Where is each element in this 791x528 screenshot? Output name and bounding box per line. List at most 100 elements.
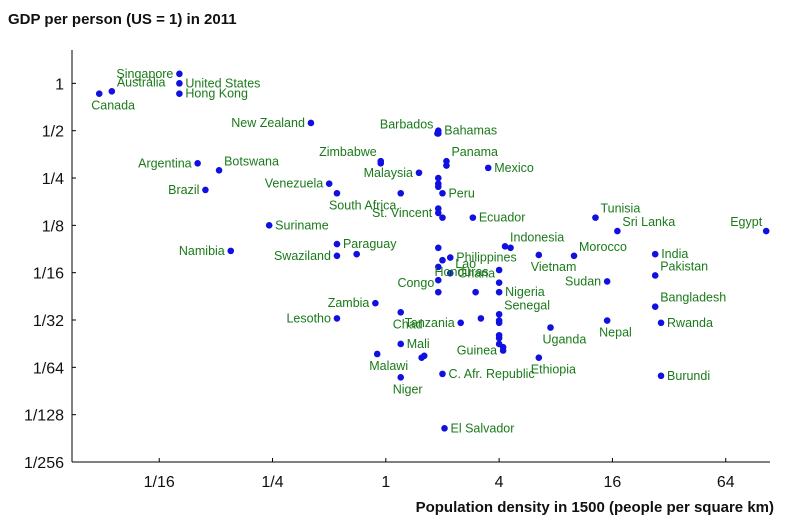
data-point: [499, 347, 507, 354]
point-label: C. Afr. Republic: [448, 367, 534, 381]
y-tick-label: 1/32: [33, 313, 64, 330]
point-label: Ecuador: [479, 211, 526, 225]
point-label: Senegal: [504, 298, 550, 312]
data-point: [333, 240, 341, 248]
point-label: St. Vincent: [372, 206, 433, 220]
point-label: Bangladesh: [660, 291, 726, 305]
point-label: South Africa: [329, 198, 396, 212]
data-point: [651, 303, 659, 310]
data-point: [651, 272, 659, 279]
data-point: [507, 244, 514, 252]
point-label: Morocco: [579, 240, 627, 254]
data-point: [397, 308, 405, 316]
point-label: Egypt: [730, 215, 762, 229]
data-point: [457, 319, 465, 327]
x-tick-label: 1: [381, 474, 390, 491]
data-point: [477, 315, 485, 322]
point-label: Panama: [451, 145, 498, 159]
data-point: [434, 127, 442, 134]
data-point: [484, 164, 492, 172]
point-label: Burundi: [667, 369, 710, 383]
point-label: Botswana: [224, 154, 279, 168]
data-point: [434, 183, 442, 191]
point-label: Singapore: [116, 67, 173, 81]
data-point: [397, 189, 405, 197]
point-label: Peru: [448, 186, 474, 200]
data-point: [535, 354, 543, 361]
point-label: Nigeria: [505, 285, 545, 299]
data-point: [333, 252, 341, 260]
point-label: Paraguay: [343, 237, 397, 251]
point-label: Hong Kong: [185, 87, 248, 101]
point-label: Lesotho: [286, 311, 331, 325]
y-tick-label: 1/8: [42, 218, 64, 235]
point-label: Rwanda: [667, 316, 713, 330]
y-tick-label: 1/256: [24, 455, 64, 472]
data-point: [439, 370, 446, 378]
data-point: [439, 189, 446, 197]
data-point: [614, 227, 621, 235]
data-point: [307, 119, 315, 127]
point-label: Honduras: [434, 265, 488, 279]
data-point: [603, 317, 611, 324]
point-label: Malaysia: [364, 166, 413, 180]
data-point: [570, 252, 578, 260]
point-label: Mexico: [494, 161, 534, 175]
data-point: [373, 350, 381, 358]
point-label: Venezuela: [265, 177, 323, 191]
y-tick-label: 1/2: [42, 124, 64, 141]
chart-title: GDP per person (US = 1) in 2011: [8, 11, 237, 28]
y-tick-labels: 1 1/2 1/4 1/8 1/16 1/32 1/64 1/128 1/256: [24, 76, 76, 472]
data-point: [265, 222, 273, 229]
data-point: [495, 266, 503, 274]
point-label: Tanzania: [405, 316, 455, 330]
data-point: [434, 288, 442, 296]
point-label: Nepal: [599, 326, 632, 340]
data-point: [603, 278, 611, 285]
point-label: United States: [185, 76, 260, 90]
data-point: [434, 263, 442, 271]
data-point: [176, 90, 183, 97]
data-point: [495, 288, 503, 296]
data-point: [372, 299, 379, 307]
data-point: [194, 160, 201, 167]
point-label: Ghana: [458, 267, 496, 281]
x-tick-label: 4: [495, 474, 504, 491]
point-label: Zimbabwe: [319, 145, 377, 159]
data-point: [495, 334, 503, 342]
data-point: [325, 180, 333, 188]
data-point: [353, 250, 360, 258]
x-tick-label: 64: [717, 474, 735, 491]
data-point: [202, 186, 209, 194]
data-point: [418, 354, 425, 361]
point-label: Lao: [455, 257, 476, 271]
point-label: Namibia: [179, 244, 225, 258]
y-tick-label: 1: [55, 76, 64, 93]
data-point: [535, 251, 543, 259]
data-point: [227, 247, 235, 255]
data-point: [397, 340, 405, 348]
point-label: Pakistan: [660, 259, 708, 273]
data-point: [547, 324, 554, 331]
data-point: [446, 254, 454, 261]
point-label: Suriname: [275, 218, 329, 232]
data-point: [333, 315, 341, 322]
point-label: Argentina: [138, 156, 192, 170]
point-label: Australia: [117, 75, 166, 89]
point-label: Philippines: [456, 251, 516, 265]
data-point: [443, 157, 450, 165]
point-label: Brazil: [168, 183, 199, 197]
data-point: [762, 227, 770, 235]
point-label: New Zealand: [231, 116, 305, 130]
point-label: Barbados: [380, 117, 434, 131]
data-points: [95, 70, 770, 432]
data-point: [439, 214, 446, 221]
data-point: [651, 250, 659, 258]
data-point: [377, 157, 385, 165]
data-point: [95, 90, 103, 97]
data-point: [176, 70, 183, 78]
y-tick-label: 1/128: [24, 408, 64, 425]
data-point: [657, 319, 665, 327]
data-point: [333, 189, 341, 197]
x-tick-label: 1/4: [261, 474, 283, 491]
